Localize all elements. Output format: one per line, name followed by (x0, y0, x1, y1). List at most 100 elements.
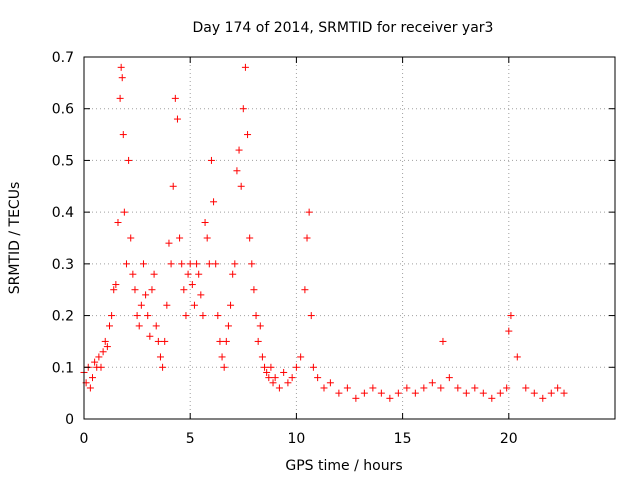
data-points (80, 63, 568, 402)
data-point (156, 353, 164, 361)
y-tick-label: 0.4 (52, 205, 74, 221)
data-point (454, 384, 462, 392)
axis-ticks: 0 0.1 0.2 0.3 0.4 0.5 0.6 0.7 0 5 10 15 20 (52, 50, 615, 447)
data-point (326, 379, 334, 387)
data-point (201, 218, 209, 226)
data-point (103, 343, 111, 351)
data-point (411, 389, 419, 397)
data-point (210, 198, 218, 206)
data-point (144, 312, 152, 320)
data-point (394, 389, 402, 397)
data-point (343, 384, 351, 392)
data-point (352, 394, 360, 402)
data-point (320, 384, 328, 392)
data-point (117, 63, 125, 71)
data-point (377, 389, 385, 397)
data-point (263, 368, 271, 376)
data-point (101, 337, 109, 345)
data-point (280, 368, 288, 376)
data-point (275, 384, 283, 392)
data-point (269, 379, 277, 387)
data-point (335, 389, 343, 397)
data-point (110, 286, 118, 294)
data-point (197, 291, 205, 299)
grid-lines (84, 57, 615, 419)
data-point (171, 94, 179, 102)
data-point (513, 353, 521, 361)
data-point (165, 239, 173, 247)
data-point (420, 384, 428, 392)
data-point (403, 384, 411, 392)
y-tick-label: 0.1 (52, 360, 74, 376)
data-point (307, 312, 315, 320)
data-point (554, 384, 562, 392)
data-point (184, 270, 192, 278)
data-point (178, 260, 186, 268)
data-point (195, 270, 203, 278)
data-point (305, 208, 313, 216)
x-tick-label: 5 (186, 431, 195, 447)
x-tick-label: 20 (500, 431, 518, 447)
data-point (271, 374, 279, 382)
data-point (439, 337, 447, 345)
data-point (224, 322, 232, 330)
chart-title: Day 174 of 2014, SRMTID for receiver yar… (193, 20, 494, 36)
data-point (176, 234, 184, 242)
data-point (530, 389, 538, 397)
data-point (148, 286, 156, 294)
data-point (127, 234, 135, 242)
data-point (301, 286, 309, 294)
data-point (522, 384, 530, 392)
data-point (229, 270, 237, 278)
data-point (445, 374, 453, 382)
data-point (231, 260, 239, 268)
data-point (369, 384, 377, 392)
data-point (190, 301, 198, 309)
data-point (150, 270, 158, 278)
data-point (239, 105, 247, 113)
data-point (244, 131, 252, 139)
data-point (505, 327, 513, 335)
data-point (261, 363, 269, 371)
data-point (488, 394, 496, 402)
data-point (503, 384, 511, 392)
data-point (258, 353, 266, 361)
data-point (265, 374, 273, 382)
data-point (222, 337, 230, 345)
data-point (471, 384, 479, 392)
data-point (95, 353, 103, 361)
data-point (137, 301, 145, 309)
plot-area-frame (83, 56, 616, 420)
data-point (203, 234, 211, 242)
data-point (86, 384, 94, 392)
data-point (114, 218, 122, 226)
data-point (159, 363, 167, 371)
data-point (237, 182, 245, 190)
data-point (428, 379, 436, 387)
y-tick-label: 0.2 (52, 309, 74, 325)
data-point (220, 363, 228, 371)
data-point (288, 374, 296, 382)
data-point (167, 260, 175, 268)
data-point (292, 363, 300, 371)
data-point (146, 332, 154, 340)
data-point (241, 63, 249, 71)
y-tick-label: 0.7 (52, 50, 74, 66)
data-point (314, 374, 322, 382)
data-point (216, 337, 224, 345)
data-point (112, 281, 120, 289)
data-point (267, 363, 275, 371)
data-point (252, 312, 260, 320)
data-point (133, 312, 141, 320)
data-point (496, 389, 504, 397)
data-point (97, 363, 105, 371)
y-tick-label: 0.5 (52, 153, 74, 169)
data-point (437, 384, 445, 392)
data-point (227, 301, 235, 309)
data-point (212, 260, 220, 268)
data-point (303, 234, 311, 242)
data-point (250, 286, 258, 294)
y-axis-title: SRMTID / TECUs (7, 182, 23, 295)
data-point (161, 337, 169, 345)
